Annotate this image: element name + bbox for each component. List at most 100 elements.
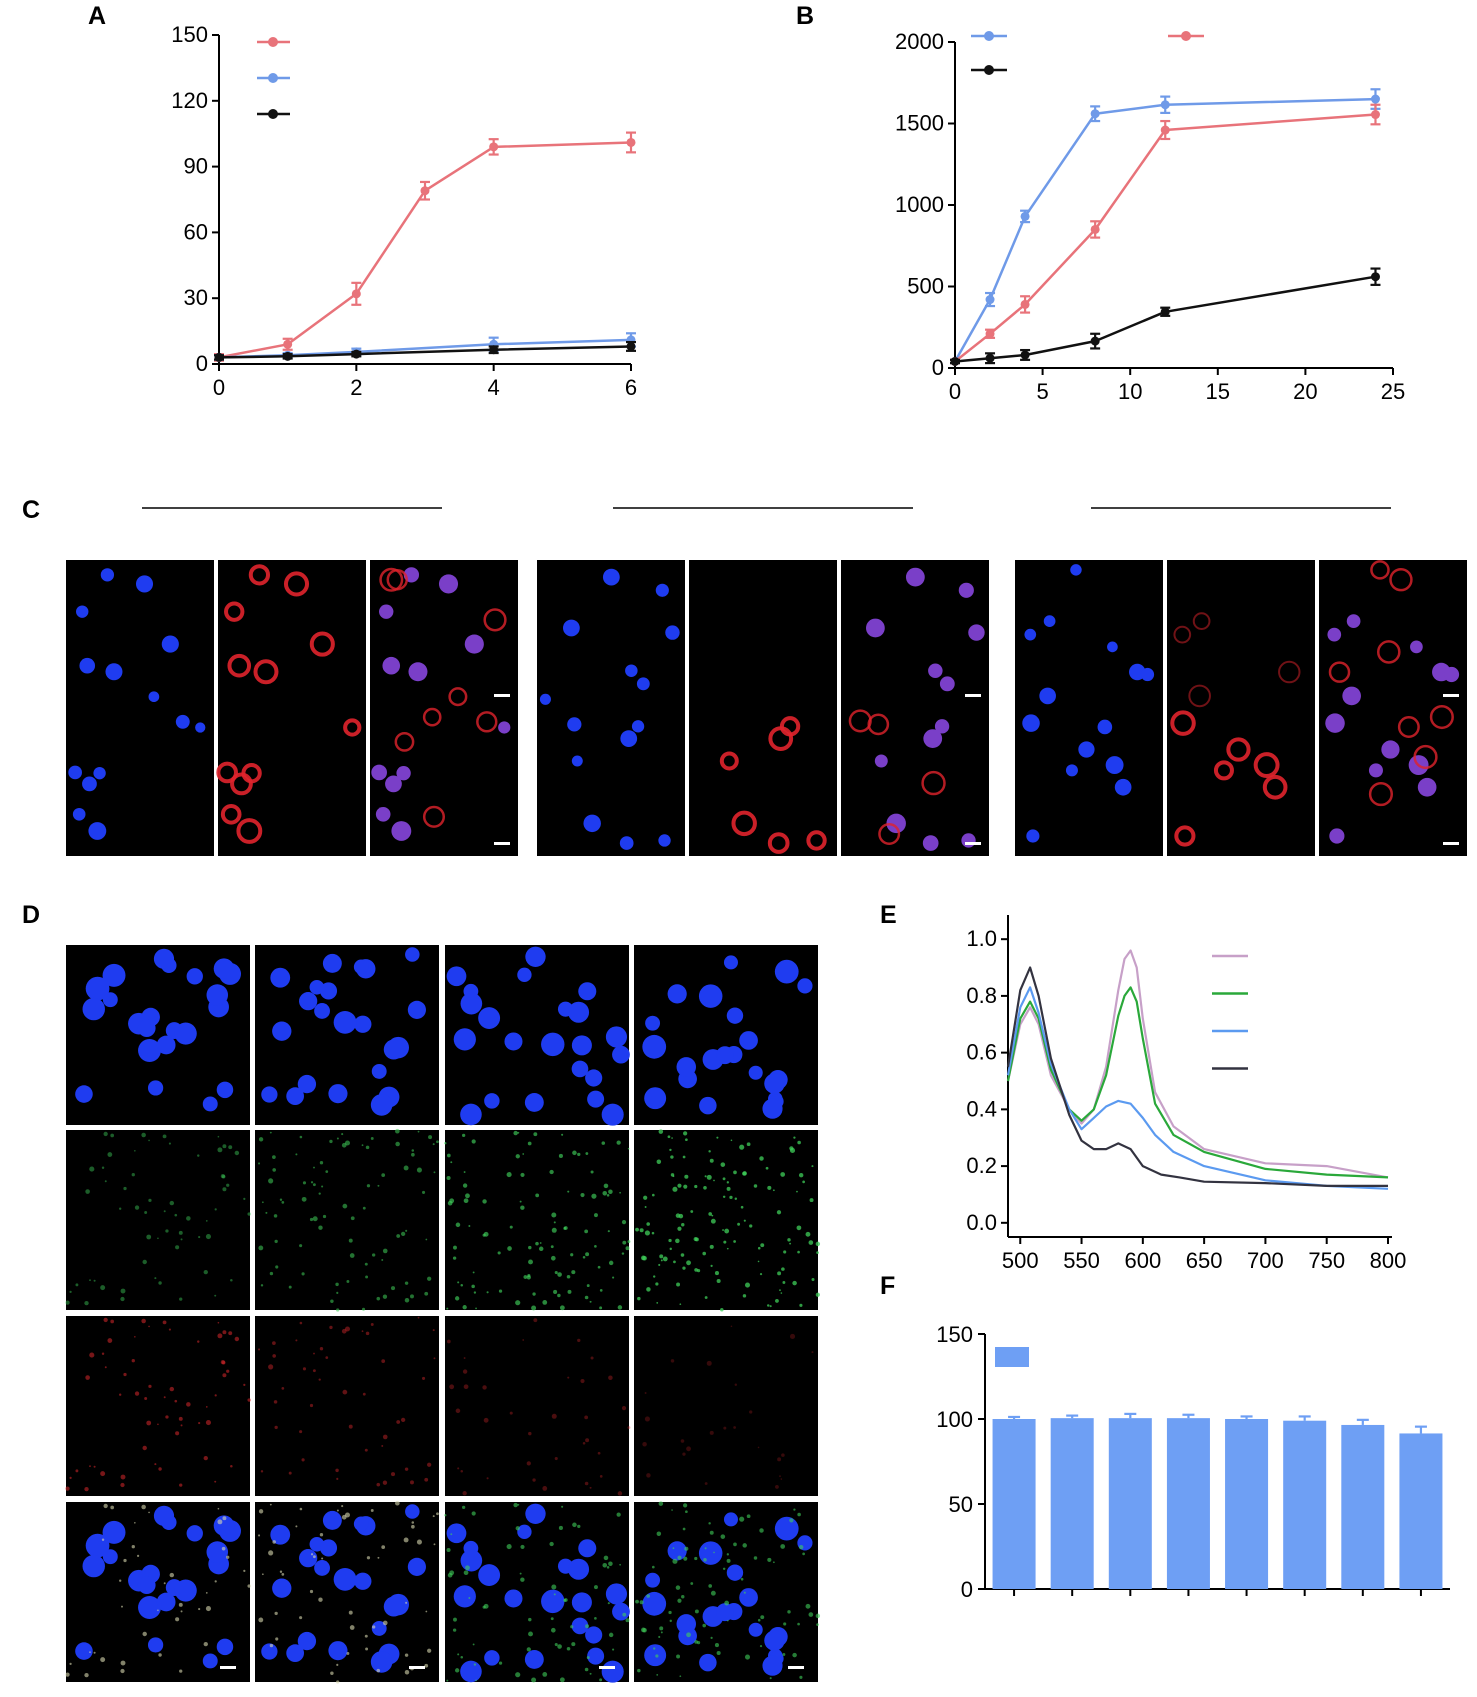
cell-nucleus [135, 575, 154, 593]
signal-speck [148, 1139, 150, 1142]
signal-speck [789, 1242, 792, 1245]
cell-nucleus [464, 634, 484, 654]
x-tick-label: 500 [1002, 1248, 1039, 1273]
signal-speck [743, 1219, 746, 1222]
signal-speck [662, 1256, 668, 1262]
signal-speck [330, 1671, 334, 1675]
cell-nucleus [370, 1094, 393, 1116]
y-tick-label: 120 [171, 88, 208, 113]
y-tick-label: 0.4 [966, 1096, 997, 1121]
signal-speck [704, 1296, 708, 1299]
cell-nucleus [216, 1638, 234, 1656]
signal-speck [682, 1527, 686, 1531]
cell-nucleus [105, 663, 123, 681]
signal-speck [805, 1231, 811, 1237]
signal-speck [551, 1212, 557, 1218]
signal-speck [348, 1238, 353, 1243]
cell-nucleus [446, 966, 467, 987]
signal-speck [273, 1400, 278, 1404]
signal-speck [310, 1553, 314, 1556]
cell-nucleus [698, 1541, 723, 1565]
signal-speck [447, 1153, 451, 1158]
cell [1253, 752, 1280, 779]
signal-speck [348, 1424, 353, 1429]
signal-speck [656, 1673, 659, 1676]
signal-speck [146, 1234, 152, 1240]
signal-speck [677, 1183, 682, 1188]
signal-speck [163, 1582, 166, 1585]
signal-speck [180, 1610, 183, 1613]
signal-speck [260, 1470, 264, 1473]
signal-speck [582, 1255, 586, 1259]
signal-speck [405, 1601, 408, 1604]
signal-speck [65, 1672, 70, 1677]
series-line-2-h [1006, 949, 1389, 1179]
signal-speck [659, 1254, 664, 1259]
signal-speck [221, 1360, 226, 1365]
cell-nucleus [270, 967, 291, 988]
cell [878, 822, 901, 845]
signal-speck [344, 1326, 350, 1332]
signal-speck [759, 1528, 764, 1533]
signal-speck [606, 1194, 610, 1197]
signal-speck [390, 1472, 396, 1477]
cell-nucleus [82, 997, 105, 1021]
signal-speck [498, 1661, 503, 1665]
signal-speck [723, 1426, 727, 1430]
cell-nucleus [100, 568, 115, 582]
micrograph-tile [1319, 560, 1467, 708]
signal-speck [558, 1525, 563, 1531]
data-point [489, 345, 499, 355]
signal-speck [260, 1284, 264, 1287]
signal-speck [793, 1136, 796, 1139]
cell-nucleus [585, 1069, 603, 1087]
signal-speck [299, 1616, 303, 1620]
signal-speck [720, 1534, 726, 1539]
signal-speck [694, 1609, 699, 1614]
signal-speck [174, 1213, 178, 1217]
signal-speck [460, 1283, 464, 1287]
signal-speck [585, 1624, 590, 1629]
signal-speck [760, 1243, 765, 1248]
signal-speck [269, 1271, 274, 1276]
signal-speck [672, 1186, 678, 1192]
signal-speck [243, 1383, 246, 1386]
signal-speck [404, 1467, 409, 1471]
signal-speck [651, 1231, 655, 1235]
cell-nucleus [726, 1564, 744, 1581]
signal-speck [424, 1477, 429, 1482]
cell-nucleus [587, 1647, 605, 1665]
y-tick-label: 500 [907, 274, 944, 299]
cell [216, 761, 238, 784]
data-point [1160, 100, 1170, 110]
signal-speck [570, 1625, 574, 1629]
x-tick-label: 800 [1370, 1248, 1407, 1273]
signal-speck [498, 1289, 503, 1293]
signal-speck [465, 1565, 470, 1571]
cell [1429, 704, 1454, 730]
signal-speck [660, 1259, 663, 1262]
data-point [1020, 350, 1030, 360]
cell [343, 718, 362, 737]
cell-nucleus [297, 1631, 317, 1651]
data-point [489, 142, 499, 152]
cell-nucleus [206, 1541, 229, 1563]
signal-speck [553, 1289, 558, 1294]
cell [283, 571, 310, 597]
cell-nucleus [147, 1637, 164, 1653]
cell [1278, 660, 1301, 684]
signal-speck [69, 1662, 72, 1665]
panel-letter-d: D [22, 901, 40, 929]
bar-5 [1341, 1424, 1385, 1589]
cell-nucleus [539, 693, 551, 705]
signal-speck [679, 1303, 682, 1306]
data-point [1370, 272, 1380, 282]
cell-nucleus [286, 1644, 305, 1663]
signal-speck [436, 1512, 439, 1516]
signal-speck [120, 1288, 126, 1294]
cell [241, 762, 262, 784]
signal-speck [346, 1280, 350, 1283]
signal-speck [622, 1612, 627, 1617]
data-point [1020, 299, 1030, 309]
signal-speck [446, 1679, 449, 1682]
